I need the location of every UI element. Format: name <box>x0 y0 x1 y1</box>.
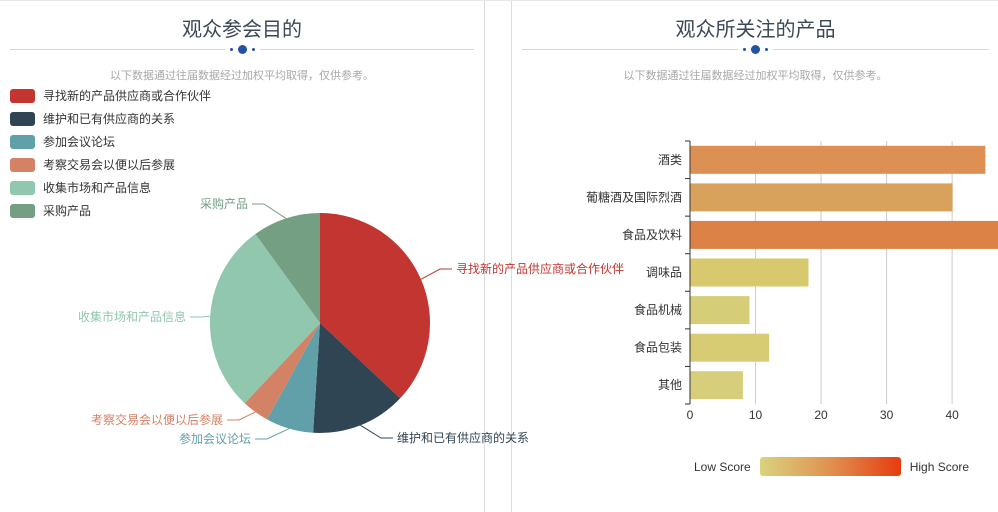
legend-item-4[interactable]: 考察交易会以便以后参展 <box>10 158 211 172</box>
pie-label-line <box>252 204 286 218</box>
legend-item-6[interactable]: 采购产品 <box>10 204 211 218</box>
pie-label: 寻找新的产品供应商或合作伙伴 <box>456 261 624 276</box>
legend-swatch <box>10 112 35 126</box>
legend-label: 参加会议论坛 <box>43 135 115 149</box>
dashboard: 观众参会目的 以下数据通过往届数据经过加权平均取得，仅供参考。 寻找新的产品供应… <box>0 0 998 512</box>
pie-label-line <box>190 316 210 317</box>
pie-label-line <box>421 269 452 279</box>
visualmap-high-label: High Score <box>910 460 969 474</box>
bar-4[interactable] <box>691 259 809 287</box>
legend-item-3[interactable]: 参加会议论坛 <box>10 135 211 149</box>
x-axis-tick-label: 40 <box>945 408 959 422</box>
x-axis-tick-label: 20 <box>814 408 828 422</box>
x-axis-tick-label: 30 <box>880 408 894 422</box>
pie-label-line <box>361 425 394 438</box>
legend-item-2[interactable]: 维护和已有供应商的关系 <box>10 112 211 126</box>
legend-item-5[interactable]: 收集市场和产品信息 <box>10 181 211 195</box>
bar-6[interactable] <box>691 334 770 362</box>
purpose-panel: 观众参会目的 以下数据通过往届数据经过加权平均取得，仅供参考。 寻找新的产品供应… <box>0 1 485 512</box>
bar-2[interactable] <box>691 183 953 211</box>
pie-label: 参加会议论坛 <box>179 431 251 446</box>
bar-1[interactable] <box>691 146 986 174</box>
legend-label: 维护和已有供应商的关系 <box>43 112 175 126</box>
legend-label: 收集市场和产品信息 <box>43 181 151 195</box>
pie-label: 收集市场和产品信息 <box>78 309 186 324</box>
legend-swatch <box>10 158 35 172</box>
visualmap-legend: Low Score High Score <box>694 457 969 476</box>
x-axis-tick-label: 10 <box>749 408 763 422</box>
legend-swatch <box>10 135 35 149</box>
visualmap-low-label: Low Score <box>694 460 751 474</box>
legend-swatch <box>10 204 35 218</box>
legend-swatch <box>10 181 35 195</box>
pie-label-line <box>227 412 255 420</box>
legend-label: 考察交易会以便以后参展 <box>43 158 175 172</box>
pie-label-line <box>255 429 289 439</box>
visualmap-gradient-bar <box>760 457 901 476</box>
legend-label: 采购产品 <box>43 204 91 218</box>
pie-legend: 寻找新的产品供应商或合作伙伴维护和已有供应商的关系参加会议论坛考察交易会以便以后… <box>10 89 211 227</box>
pie-label: 考察交易会以便以后参展 <box>91 412 223 427</box>
legend-item-1[interactable]: 寻找新的产品供应商或合作伙伴 <box>10 89 211 103</box>
legend-swatch <box>10 89 35 103</box>
legend-label: 寻找新的产品供应商或合作伙伴 <box>43 89 211 103</box>
bar-3[interactable] <box>691 221 998 249</box>
pie-label: 维护和已有供应商的关系 <box>397 430 529 445</box>
purpose-pie-chart: 寻找新的产品供应商或合作伙伴维护和已有供应商的关系参加会议论坛考察交易会以便以后… <box>0 1 700 471</box>
